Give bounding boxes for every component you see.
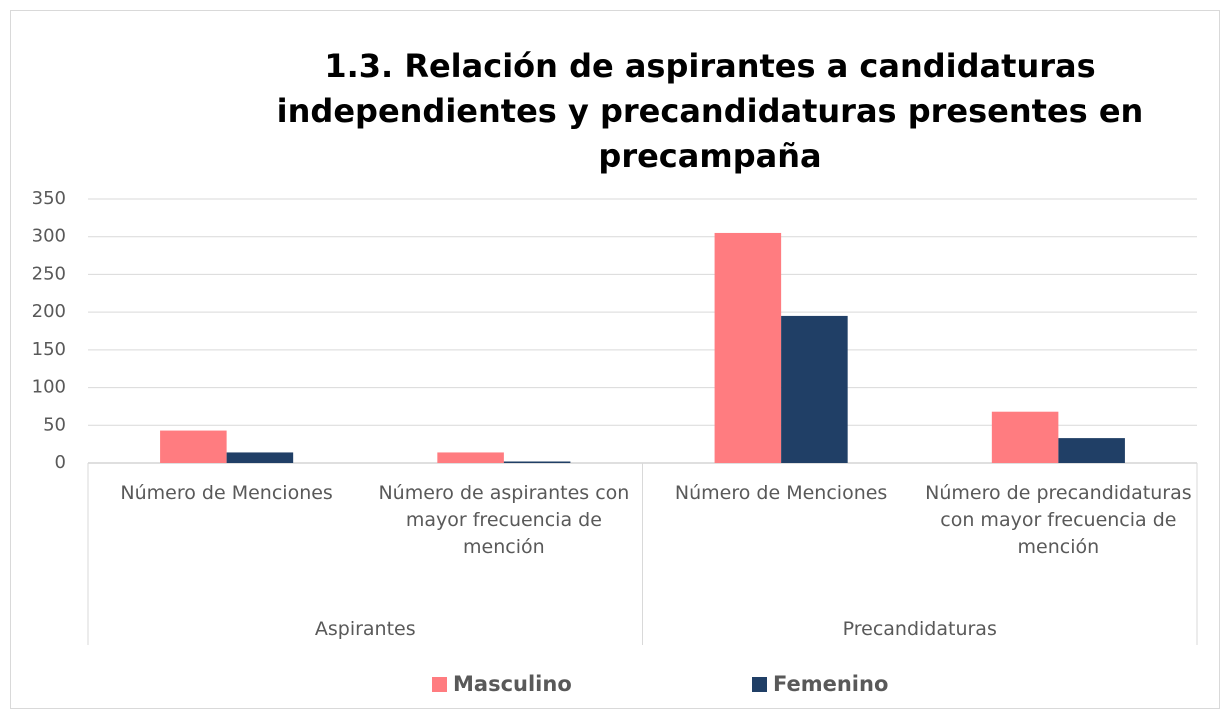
bar — [503, 461, 571, 463]
group-label: Precandidaturas — [842, 618, 997, 640]
bar — [160, 430, 227, 463]
y-tick-label: 200 — [32, 301, 66, 322]
bar — [781, 315, 848, 463]
y-tick-label: 0 — [55, 452, 66, 473]
legend-swatch — [432, 676, 447, 692]
bar — [437, 452, 504, 463]
legend-label: Femenino — [773, 672, 889, 696]
y-tick-label: 250 — [32, 263, 66, 284]
bar — [991, 411, 1059, 463]
x-tick-label: Número de aspirantes con mayor frecuenci… — [378, 482, 630, 558]
legend-label: Masculino — [453, 672, 572, 696]
x-tick-label: Número de precandidaturas con mayor frec… — [925, 482, 1192, 558]
chart-title: 1.3. Relación de aspirantes a candidatur… — [276, 47, 1144, 175]
bar — [714, 232, 782, 463]
chart-border — [10, 10, 1220, 709]
legend-item: Femenino — [752, 672, 888, 696]
y-tick-label: 150 — [32, 339, 66, 360]
bar — [1058, 438, 1125, 463]
bar — [226, 452, 294, 463]
y-tick-label: 50 — [43, 414, 66, 435]
y-tick-label: 100 — [32, 377, 66, 398]
x-tick-label: Número de Menciones — [674, 482, 888, 504]
group-label: Aspirantes — [314, 618, 416, 640]
legend-swatch — [752, 676, 767, 692]
y-tick-label: 350 — [32, 188, 66, 209]
legend-item: Masculino — [432, 672, 572, 696]
x-tick-label: Número de Menciones — [120, 482, 333, 504]
y-tick-label: 300 — [32, 226, 66, 247]
